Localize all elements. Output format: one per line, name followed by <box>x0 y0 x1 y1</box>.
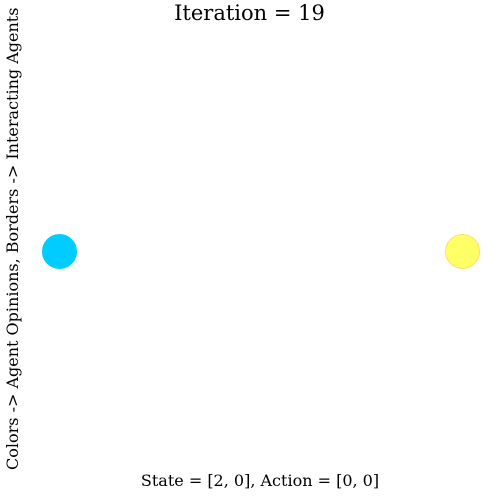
y-axis-label: Colors -> Agent Opinions, Borders -> Int… <box>3 7 22 470</box>
x-axis-label: State = [2, 0], Action = [0, 0] <box>140 471 380 490</box>
agent-circle <box>445 234 480 269</box>
iteration-title: Iteration = 19 <box>174 1 325 25</box>
agent-circle <box>42 234 77 269</box>
